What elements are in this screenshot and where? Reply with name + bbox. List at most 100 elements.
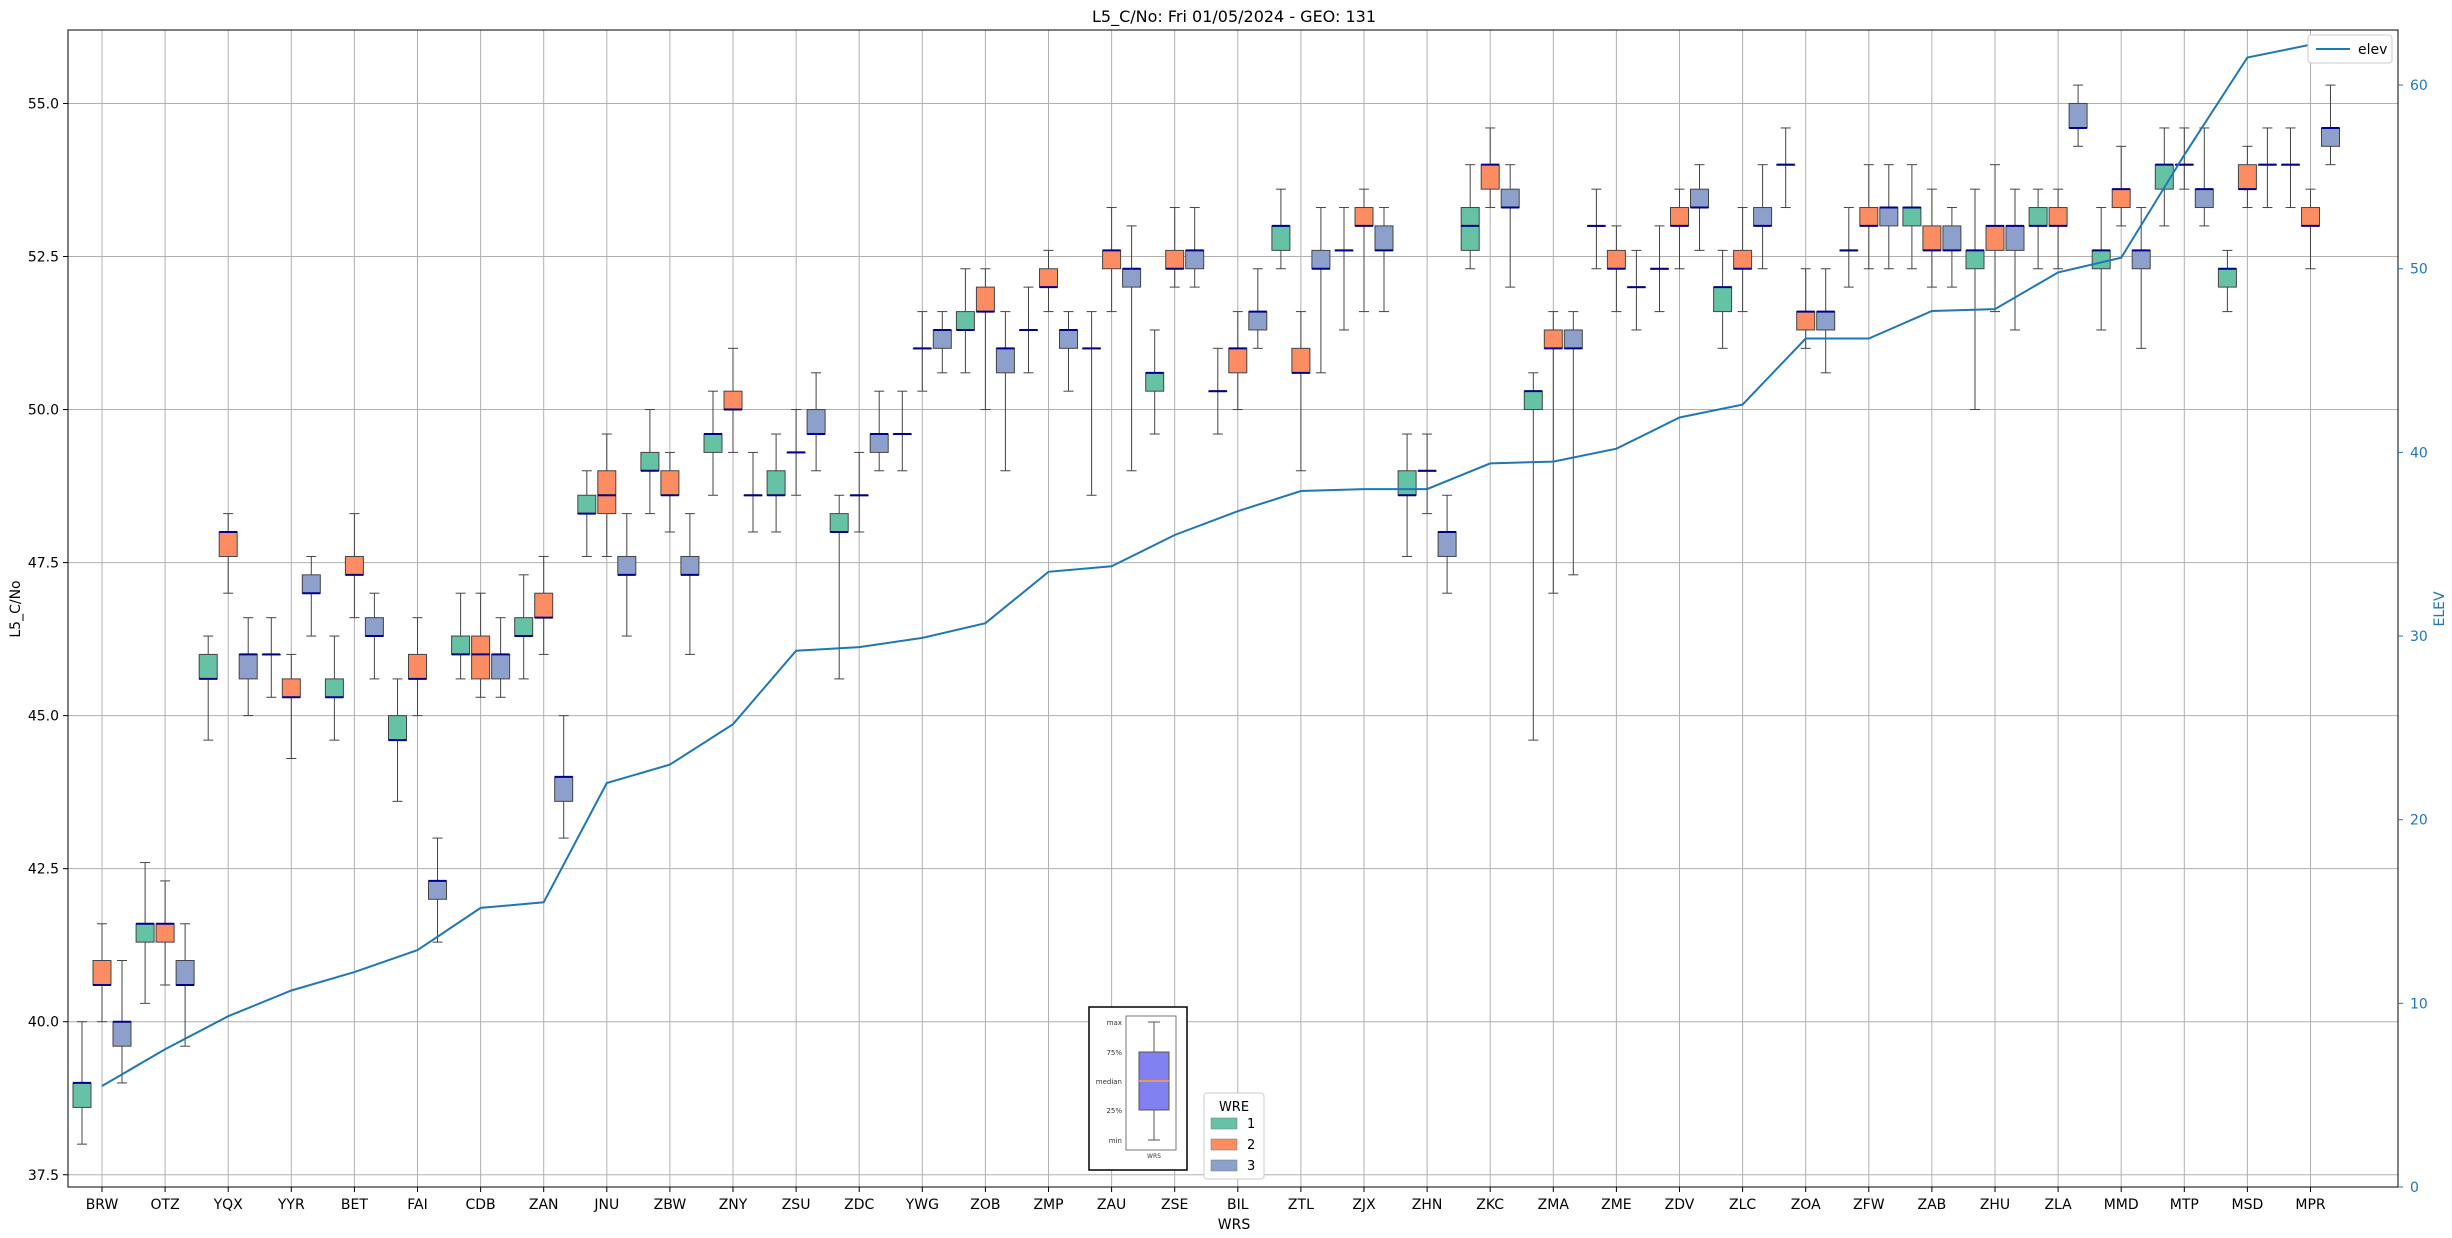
box-wre-1 xyxy=(2154,127,2174,227)
x-tick-label: OTZ xyxy=(151,1197,180,1213)
box-wre-1 xyxy=(1460,164,1480,270)
y2-tick-label: 10 xyxy=(2410,996,2428,1012)
box-wre-2 xyxy=(786,409,806,496)
box-wre-2 xyxy=(1480,127,1500,209)
wre-legend-swatch-1 xyxy=(1210,1117,1238,1130)
x-tick-label: ZAN xyxy=(529,1197,559,1213)
box-wre-1 xyxy=(1334,207,1354,331)
box-wre-3 xyxy=(1942,207,1962,288)
box-body xyxy=(806,409,826,435)
x-tick-label: ZJX xyxy=(1352,1197,1376,1213)
box-wre-2 xyxy=(408,617,427,717)
box-body xyxy=(1796,311,1816,331)
box-wre-1 xyxy=(324,635,344,741)
box-body xyxy=(1311,249,1331,270)
box-body xyxy=(1523,390,1543,411)
box-body xyxy=(829,513,849,533)
inset-label-max: max xyxy=(1107,1019,1122,1027)
box-body xyxy=(1902,207,1922,227)
box-body xyxy=(198,653,218,680)
y-tick-label: 45.0 xyxy=(28,709,59,725)
box-wre-3 xyxy=(2068,84,2088,147)
box-body xyxy=(2321,127,2340,147)
box-body xyxy=(1713,286,1733,313)
box-wre-1 xyxy=(703,390,723,496)
box-body xyxy=(92,959,112,986)
box-wre-2 xyxy=(1606,225,1626,313)
box-body xyxy=(72,1082,92,1108)
axis-layer: BRW OTZ YQX YYR BET FAI CDB ZAN JNU ZBW ZNY ZSU ZDC Y… xyxy=(28,78,2428,1213)
box-body xyxy=(2028,207,2048,227)
box-body xyxy=(1816,311,1836,331)
box-body xyxy=(2131,249,2151,270)
box-wre-3 xyxy=(617,513,637,637)
box-wre-1 xyxy=(261,617,281,698)
box-wre-1 xyxy=(1208,347,1228,435)
inset-label-q1: 25% xyxy=(1106,1107,1122,1115)
box-wre-1 xyxy=(1839,207,1859,288)
box-body xyxy=(1437,531,1457,557)
elev-legend: elev xyxy=(2307,34,2393,64)
box-body xyxy=(766,470,786,496)
box-body xyxy=(1228,347,1248,374)
box-wre-1 xyxy=(892,390,912,472)
box-wre-3 xyxy=(2321,84,2340,166)
x-tick-label: ZFW xyxy=(1853,1197,1885,1213)
box-wre-1 xyxy=(829,494,849,680)
box-wre-2 xyxy=(1543,311,1563,594)
box-wre-2 xyxy=(1039,249,1058,313)
box-wre-3 xyxy=(1059,311,1078,392)
box-wre-2 xyxy=(1985,164,2005,313)
box-body xyxy=(640,451,660,472)
box-wre-2 xyxy=(1228,311,1248,411)
box-wre-2 xyxy=(1417,433,1437,515)
y2-tick-label: 20 xyxy=(2410,813,2428,829)
box-body xyxy=(238,653,258,680)
x-tick-label: ZAB xyxy=(1918,1197,1947,1213)
box-body xyxy=(1185,249,1205,270)
box-body xyxy=(660,470,680,496)
x-tick-label: ZNY xyxy=(719,1197,748,1213)
box-wre-2 xyxy=(1291,311,1311,472)
box-body xyxy=(1985,225,2005,251)
box-body xyxy=(723,390,743,411)
wre-legend-swatch-2 xyxy=(1210,1138,1238,1151)
box-wre-3 xyxy=(428,837,447,943)
box-wre-3 xyxy=(806,372,826,472)
box-body xyxy=(491,653,511,680)
box-wre-3 xyxy=(1690,164,1709,251)
box-wre-1 xyxy=(135,862,155,1004)
y-tick-label: 40.0 xyxy=(28,1015,59,1031)
x-tick-label: ZBW xyxy=(654,1197,687,1213)
box-wre-2 xyxy=(1102,207,1122,313)
box-body xyxy=(1460,207,1480,251)
plot-frame xyxy=(67,29,2399,1188)
box-wre-3 xyxy=(2005,188,2025,331)
box-body xyxy=(869,433,889,453)
y2-tick-label: 60 xyxy=(2410,78,2428,94)
box-body xyxy=(1248,311,1268,331)
box-body xyxy=(1039,268,1058,288)
box-body xyxy=(1922,225,1942,251)
box-wre-2 xyxy=(1922,188,1942,288)
inset-xlabel: WRS xyxy=(1147,1153,1161,1160)
box-wre-3 xyxy=(1437,494,1457,594)
box-wre-1 xyxy=(577,470,597,557)
box-wre-3 xyxy=(1626,249,1646,331)
box-wre-1 xyxy=(1523,372,1543,741)
box-body xyxy=(281,678,301,698)
box-body xyxy=(703,433,723,453)
box-body xyxy=(2091,249,2111,270)
y2-tick-label: 40 xyxy=(2410,445,2428,461)
x-tick-label: ZLA xyxy=(2044,1197,2072,1213)
box-body xyxy=(577,494,597,515)
box-wre-1 xyxy=(1650,225,1669,313)
box-wre-2 xyxy=(2301,188,2320,270)
box-wre-1 xyxy=(1586,188,1606,270)
box-body xyxy=(218,531,238,557)
box-wre-3 xyxy=(301,555,321,637)
box-body xyxy=(1374,225,1394,251)
box-body xyxy=(408,653,427,680)
box-wre-2 xyxy=(155,880,175,986)
